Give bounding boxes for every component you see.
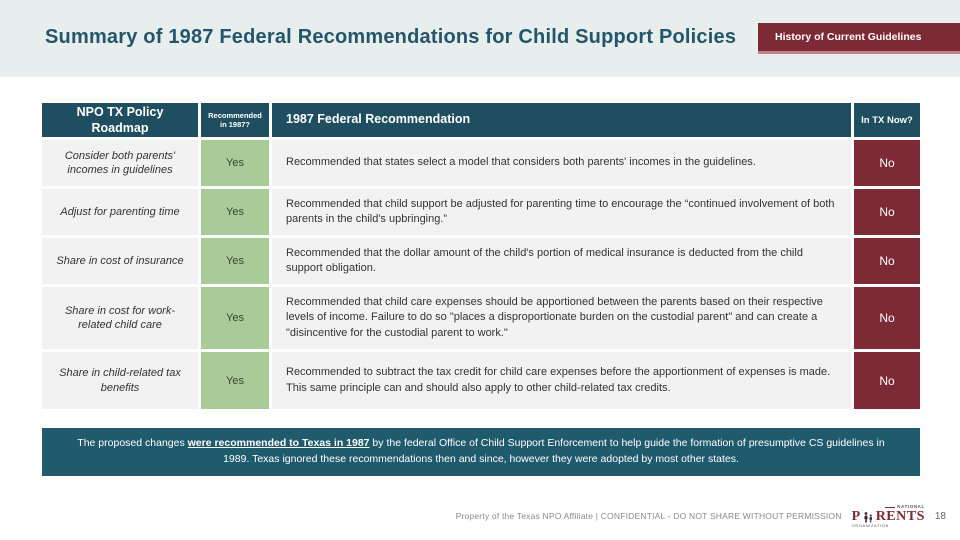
banner-text: The proposed changes were recommended to… [77,437,885,465]
in-tx-now-cell: No [854,352,920,409]
footer: Property of the Texas NPO Affiliate | CO… [455,504,946,528]
column-header-in-tx-now: In TX Now? [854,103,920,137]
policy-table: NPO TX Policy Roadmap Recommended in 198… [42,103,920,409]
logo-swoosh [885,506,896,508]
table-header-row: NPO TX Policy Roadmap Recommended in 198… [42,103,920,137]
logo-letter-p: P [851,508,861,524]
recommendation-cell: Recommended to subtract the tax credit f… [272,352,851,409]
logo-organization-text: ORGANIZATION [851,522,889,528]
column-header-recommended-1987: Recommended in 1987? [201,103,269,137]
policy-cell: Consider both parents' incomes in guidel… [42,140,198,186]
history-button-label: History of Current Guidelines [775,31,922,43]
page-title: Summary of 1987 Federal Recommendations … [45,26,737,48]
table-body: Consider both parents' incomes in guidel… [42,140,920,409]
in-tx-now-cell: No [854,140,920,186]
header-band: Summary of 1987 Federal Recommendations … [0,0,960,77]
in-tx-now-cell: No [854,189,920,235]
history-of-current-guidelines-button[interactable]: History of Current Guidelines [758,23,960,54]
table-row: Share in child-related tax benefits Yes … [42,352,920,409]
in-tx-now-cell: No [854,287,920,349]
table-row: Consider both parents' incomes in guidel… [42,140,920,186]
page-number: 18 [934,510,946,522]
policy-cell: Share in cost of insurance [42,238,198,284]
recommendation-cell: Recommended that child support be adjust… [272,189,851,235]
logo-rents-text: RENTS [875,508,925,524]
summary-banner: The proposed changes were recommended to… [42,428,920,476]
national-parents-organization-logo: NATIONAL P RENTS ORGANIZATION [851,504,925,528]
policy-cell: Share in cost for work-related child car… [42,287,198,349]
table-row: Share in cost for work-related child car… [42,287,920,349]
recommended-1987-cell: Yes [201,140,269,186]
column-header-recommendation: 1987 Federal Recommendation [272,103,851,137]
recommendation-cell: Recommended that states select a model t… [272,140,851,186]
confidential-notice: Property of the Texas NPO Affiliate | CO… [455,511,842,522]
recommendation-cell: Recommended that child care expenses sho… [272,287,851,349]
logo-national-text: NATIONAL [897,504,925,509]
parents-figures-icon [863,511,872,522]
recommended-1987-cell: Yes [201,352,269,409]
recommended-1987-cell: Yes [201,189,269,235]
banner-emphasis: were recommended to Texas in 1987 [187,437,370,450]
policy-cell: Share in child-related tax benefits [42,352,198,409]
recommended-1987-cell: Yes [201,287,269,349]
column-header-policy: NPO TX Policy Roadmap [42,103,198,137]
recommended-1987-cell: Yes [201,238,269,284]
table-row: Share in cost of insurance Yes Recommend… [42,238,920,284]
table-row: Adjust for parenting time Yes Recommende… [42,189,920,235]
policy-cell: Adjust for parenting time [42,189,198,235]
in-tx-now-cell: No [854,238,920,284]
recommendation-cell: Recommended that the dollar amount of th… [272,238,851,284]
